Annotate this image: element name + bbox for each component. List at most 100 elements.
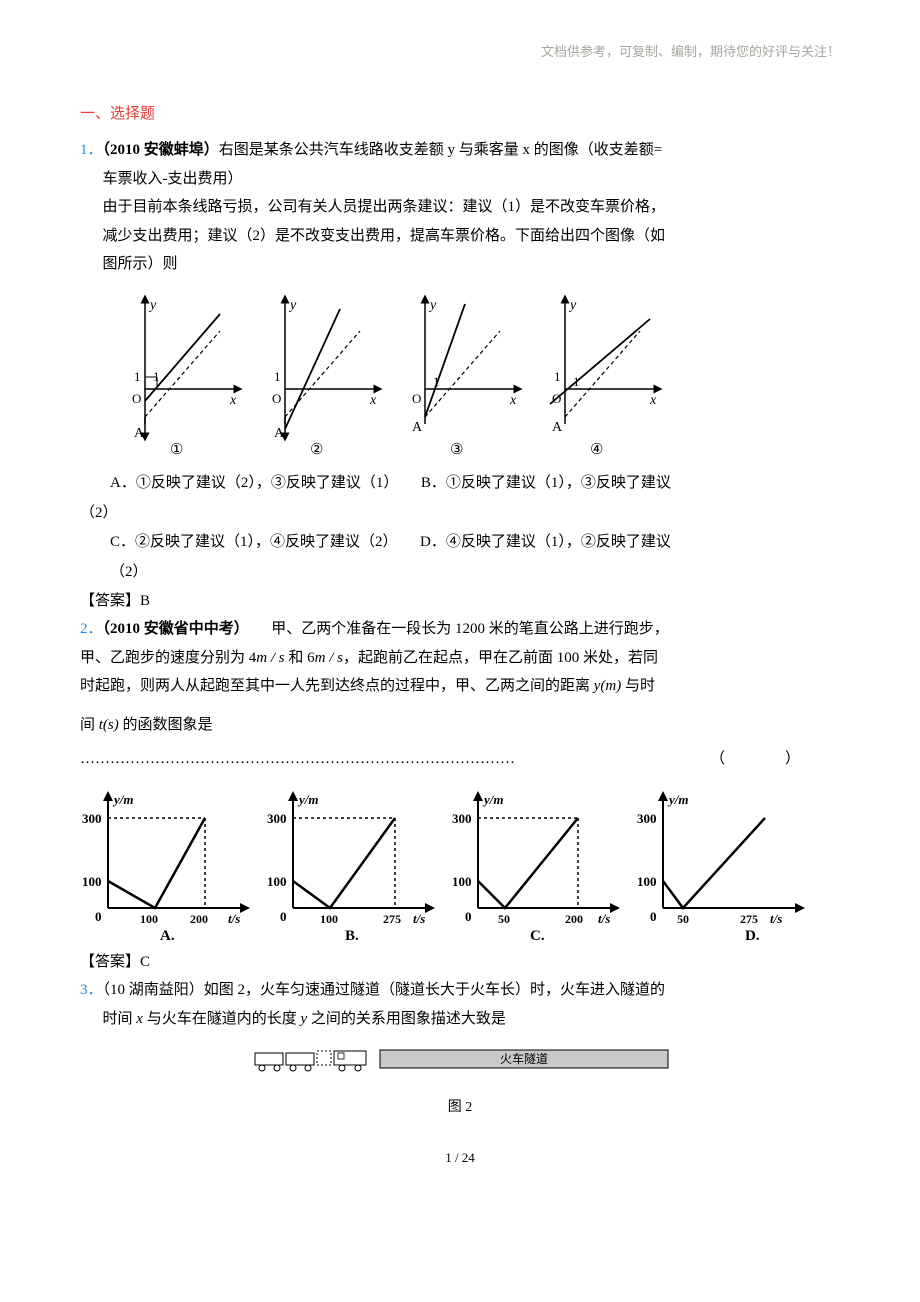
svg-text:100: 100 (452, 874, 472, 889)
q2-stem3b: 与时 (621, 678, 655, 694)
svg-text:0: 0 (650, 909, 657, 924)
q1-optB: B．①反映了建议（1），③反映了建议 (421, 475, 671, 491)
q2-src: （2010 安徽省中中考） (103, 621, 242, 637)
q2-ts: t(s) (99, 717, 119, 733)
q2-stem-line1: 2．（2010 安徽省中中考） 甲、乙两个准备在一段长为 1200 米的笔直公路… (80, 615, 840, 644)
q2-stem1: 甲、乙两个准备在一段长为 1200 米的笔直公路上进行跑步， (241, 621, 669, 637)
svg-text:③: ③ (450, 442, 463, 458)
q1-fig-2: y x O 1 A ② (250, 289, 390, 459)
svg-text:1: 1 (153, 369, 160, 384)
svg-text:y/m: y/m (482, 792, 504, 807)
svg-text:A: A (552, 420, 563, 435)
q3-stem2c: 之间的关系用图象描述大致是 (307, 1011, 506, 1027)
q1-answer: 【答案】B (80, 587, 840, 616)
q2-paren: （ ） (710, 745, 800, 774)
svg-text:275: 275 (383, 912, 401, 926)
q2-stem2b: 和 6 (285, 650, 315, 666)
q3-num: 3． (80, 982, 103, 998)
tunnel-icon: 火车隧道 (250, 1045, 670, 1080)
svg-text:x: x (369, 393, 377, 408)
q2-stem4b: 的函数图象是 (119, 717, 213, 733)
q2-fig-D: y/m t/s 300 100 0 50 275 D. (635, 788, 810, 943)
svg-text:100: 100 (637, 874, 657, 889)
svg-text:200: 200 (565, 912, 583, 926)
q3-stem2a: 时间 (103, 1011, 137, 1027)
svg-text:0: 0 (95, 909, 102, 924)
svg-text:O: O (132, 391, 141, 406)
q2-fig-B: y/m t/s 300 100 0 100 275 B. (265, 788, 440, 943)
svg-text:C.: C. (530, 928, 545, 943)
svg-text:100: 100 (320, 912, 338, 926)
svg-text:y: y (568, 298, 577, 313)
svg-text:y: y (288, 298, 297, 313)
svg-text:y: y (428, 298, 437, 313)
q1-stem4: 减少支出费用；建议（2）是不改变支出费用，提高车票价格。下面给出四个图像（如 (80, 222, 840, 251)
svg-text:100: 100 (140, 912, 158, 926)
q3-tunnel: 火车隧道 图 2 (80, 1045, 840, 1121)
q3-stem-line1: 3．（10 湖南益阳）如图 2，火车匀速通过隧道（隧道长大于火车长）时，火车进入… (80, 976, 840, 1005)
question-3: 3．（10 湖南益阳）如图 2，火车匀速通过隧道（隧道长大于火车长）时，火车进入… (80, 976, 840, 1121)
q1-stem2: 车票收入-支出费用） (80, 165, 840, 194)
q2-stem3a: 时起跑，则两人从起跑至其中一人先到达终点的过程中，甲、乙两之间的距离 (80, 678, 594, 694)
q2-figures: y/m t/s 300 100 0 100 200 A. y/m t/s 300… (80, 788, 840, 943)
svg-text:100: 100 (82, 874, 102, 889)
q1-stem3: 由于目前本条线路亏损，公司有关人员提出两条建议：建议（1）是不改变车票价格， (80, 193, 840, 222)
q1-fig-4: y x O 1 1 A ④ (530, 289, 670, 459)
q2-dots-text: …………………………………………………………………………… (80, 751, 515, 767)
q1-optD2: （2） (110, 558, 840, 587)
q1-fig-3: y x O 1 A ③ (390, 289, 530, 459)
svg-text:300: 300 (267, 811, 287, 826)
q1-options: A．①反映了建议（2），③反映了建议（1） B．①反映了建议（1），③反映了建议… (110, 469, 840, 587)
svg-text:y/m: y/m (667, 792, 689, 807)
svg-text:A.: A. (160, 928, 175, 943)
svg-text:300: 300 (637, 811, 657, 826)
q1-opt-row2: C．②反映了建议（1），④反映了建议（2） D．④反映了建议（1），②反映了建议 (110, 528, 840, 557)
q2-stem3: 时起跑，则两人从起跑至其中一人先到达终点的过程中，甲、乙两之间的距离 y(m) … (80, 672, 840, 701)
q2-stem2a: 甲、乙跑步的速度分别为 4 (80, 650, 256, 666)
q1-optB2: （2） (80, 499, 840, 528)
svg-text:t/s: t/s (598, 911, 610, 926)
svg-text:t/s: t/s (228, 911, 240, 926)
q2-answer: 【答案】C (80, 948, 840, 977)
q3-x: x (136, 1011, 143, 1027)
svg-text:t/s: t/s (413, 911, 425, 926)
q1-optA: A．①反映了建议（2），③反映了建议（1） (110, 475, 391, 491)
svg-text:y/m: y/m (297, 792, 319, 807)
q1-stem5: 图所示）则 (80, 250, 840, 279)
svg-text:O: O (272, 391, 281, 406)
question-2: 2．（2010 安徽省中中考） 甲、乙两个准备在一段长为 1200 米的笔直公路… (80, 615, 840, 976)
q2-fig-A: y/m t/s 300 100 0 100 200 A. (80, 788, 255, 943)
q1-figures: y x O 1 1 A ① y x O 1 A ② (110, 289, 840, 459)
header-note: 文档供参考，可复制、编制，期待您的好评与关注！ (80, 40, 840, 65)
svg-text:x: x (649, 393, 657, 408)
svg-text:O: O (412, 391, 421, 406)
q1-stem-line1: 1．（2010 安徽蚌埠）右图是某条公共汽车线路收支差额 y 与乘客量 x 的图… (80, 136, 840, 165)
question-1: 1．（2010 安徽蚌埠）右图是某条公共汽车线路收支差额 y 与乘客量 x 的图… (80, 136, 840, 615)
svg-text:y: y (148, 298, 157, 313)
q1-opt-row1: A．①反映了建议（2），③反映了建议（1） B．①反映了建议（1），③反映了建议 (110, 469, 840, 498)
q3-src: （10 湖南益阳） (103, 982, 204, 998)
q1-optC: C．②反映了建议（1），④反映了建议（2） (110, 534, 390, 550)
q3-stem2: 时间 x 与火车在隧道内的长度 y 之间的关系用图象描述大致是 (80, 1005, 840, 1034)
svg-text:x: x (229, 393, 237, 408)
svg-text:200: 200 (190, 912, 208, 926)
svg-text:y/m: y/m (112, 792, 134, 807)
svg-text:②: ② (310, 442, 323, 458)
svg-text:B.: B. (345, 928, 359, 943)
svg-text:A: A (134, 426, 145, 441)
section-title: 一、选择题 (80, 100, 840, 129)
svg-text:0: 0 (280, 909, 287, 924)
q2-ms1: m / s (256, 650, 284, 666)
q2-fig-C: y/m t/s 300 100 0 50 200 C. (450, 788, 625, 943)
q1-fig-1: y x O 1 1 A ① (110, 289, 250, 459)
q2-ms2: m / s (315, 650, 343, 666)
svg-text:1: 1 (134, 369, 141, 384)
svg-text:火车隧道: 火车隧道 (500, 1051, 548, 1066)
q1-optD: D．④反映了建议（1），②反映了建议 (420, 534, 671, 550)
q2-stem2c: ，起跑前乙在起点，甲在乙前面 100 米处，若同 (343, 650, 658, 666)
page-footer: 1 / 24 (80, 1146, 840, 1171)
q2-dots: …………………………………………………………………………… （ ） (80, 745, 840, 774)
svg-text:100: 100 (267, 874, 287, 889)
svg-text:①: ① (170, 442, 183, 458)
svg-text:1: 1 (554, 369, 561, 384)
